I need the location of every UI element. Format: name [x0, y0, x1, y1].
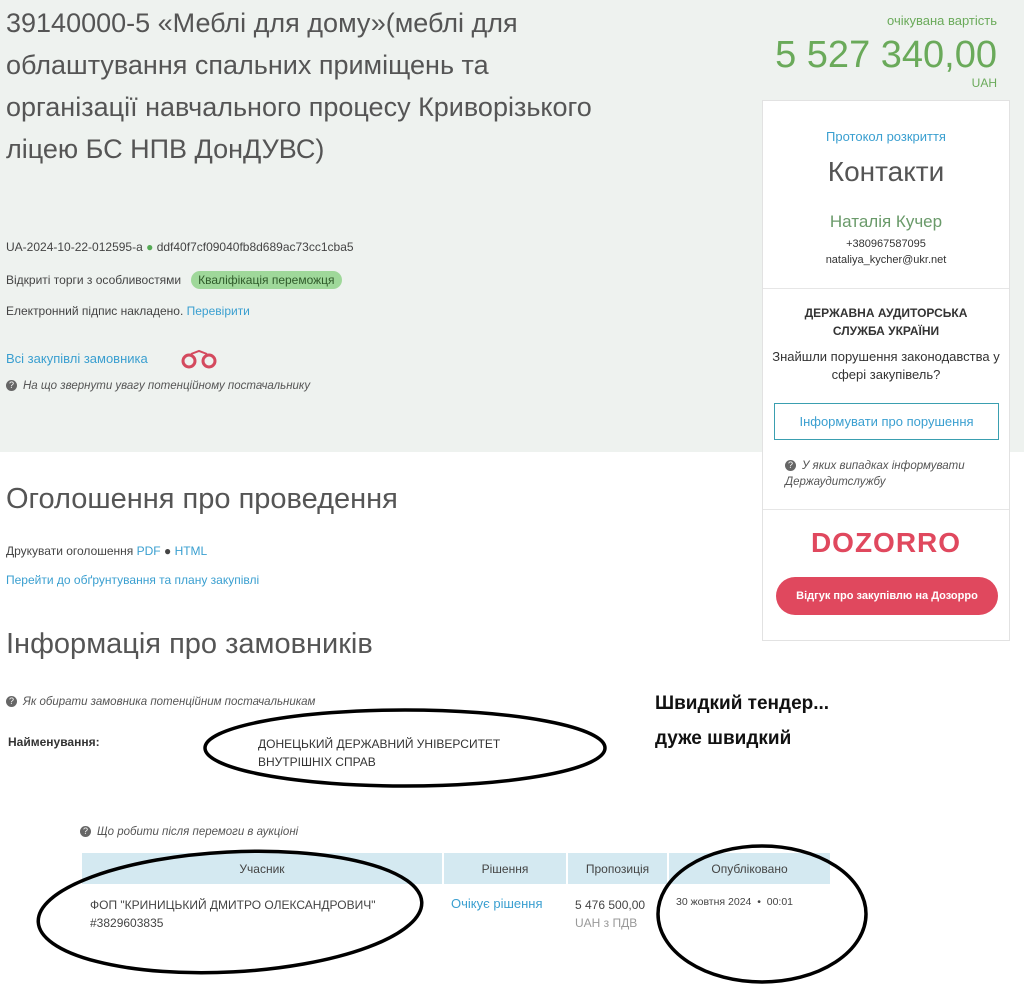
annotation-line-2: дуже швидкий	[655, 728, 792, 749]
announcement-heading: Оголошення про проведення	[6, 483, 398, 515]
participant-name: ФОП "КРИНИЦЬКИЙ ДМИТРО ОЛЕКСАНДРОВИЧ"	[90, 898, 376, 912]
customer-hint[interactable]: ? Як обирати замовника потенційним постач…	[6, 696, 315, 708]
offer-note: UAH з ПДВ	[575, 916, 638, 930]
question-icon: ?	[80, 826, 91, 837]
annotation-line-1: Швидкий тендер...	[655, 693, 830, 714]
tender-title: 39140000-5 «Меблі для дому»(меблі для об…	[6, 8, 592, 164]
question-icon: ?	[6, 696, 17, 707]
question-icon: ?	[6, 380, 17, 391]
signature-line: Електронний підпис накладено. Перевірити	[6, 304, 250, 318]
audit-question: Знайшли порушення законодавства у сфері …	[772, 349, 1000, 382]
status-badge: Кваліфікація переможця	[191, 271, 342, 289]
verify-link[interactable]: Перевірити	[186, 304, 250, 318]
tender-hash: ddf40f7cf09040fb8d689ac73cc1cba5	[156, 240, 354, 254]
contact-phone: +380967587095	[846, 238, 926, 250]
auction-hint[interactable]: ? Що робити після перемоги в аукціоні	[80, 826, 298, 838]
participant-code: #3829603835	[90, 916, 164, 930]
decision-link[interactable]: Очікує рішення	[451, 896, 543, 911]
contacts-title: Контакти	[827, 156, 945, 187]
html-link[interactable]: HTML	[174, 544, 208, 558]
print-line: Друкувати оголошення PDF ● HTML	[6, 544, 208, 558]
sidebar-card: Протокол розкриття Контакти Наталія Куче…	[762, 100, 1010, 641]
customer-name: ДОНЕЦЬКИЙ ДЕРЖАВНИЙ УНІВЕРСИТЕТ ВНУТРІШН…	[258, 737, 501, 769]
customers-heading: Інформація про замовників	[6, 628, 373, 660]
audit-title: ДЕРЖАВНА АУДИТОРСЬКА СЛУЖБА УКРАЇНИ	[804, 306, 968, 338]
audit-hint[interactable]: ? У яких випадках інформувати Держаудитсл…	[785, 460, 965, 488]
question-icon: ?	[785, 460, 796, 471]
bids-table: Учасник Рішення Пропозиція Опубліковано …	[82, 853, 832, 932]
plan-link[interactable]: Перейти до обґрунтування та плану закупі…	[6, 573, 260, 587]
procedure-type: Відкриті торги з особливостями	[6, 273, 182, 287]
contact-name: Наталія Кучер	[829, 212, 943, 231]
contact-email: nataliya_kycher@ukr.net	[825, 254, 947, 266]
table-row: ФОП "КРИНИЦЬКИЙ ДМИТРО ОЛЕКСАНДРОВИЧ" #38…	[90, 896, 794, 930]
tender-id: UA-2024-10-22-012595-a	[6, 240, 143, 254]
all-purchases-link[interactable]: Всі закупівлі замовника	[6, 351, 148, 366]
dozorro-logo: DOZORRO	[810, 527, 962, 558]
col-decision: Рішення	[443, 853, 568, 884]
signature-text: Електронний підпис накладено.	[6, 304, 184, 318]
dozorro-feedback-button[interactable]: Відгук про закупівлю на Дозорро	[776, 577, 998, 615]
procedure-line: Відкриті торги з особливостями Кваліфіка…	[6, 271, 342, 289]
customer-name-label: Найменування:	[8, 735, 100, 749]
binoculars-icon[interactable]	[180, 348, 218, 370]
protocol-link[interactable]: Протокол розкриття	[826, 129, 946, 144]
col-participant: Учасник	[82, 853, 444, 884]
published-date: 30 жовтня 2024	[676, 896, 752, 908]
published-time: 00:01	[766, 896, 794, 908]
supplier-hint[interactable]: ? На що звернути увагу потенційному поста…	[6, 380, 310, 392]
expected-price: 5 527 340,00	[775, 34, 997, 76]
report-violation-button[interactable]: Інформувати про порушення	[774, 403, 999, 440]
tender-id-line: UA-2024-10-22-012595-a ● ddf40f7cf09040f…	[6, 240, 354, 254]
offer-amount: 5 476 500,00	[575, 898, 646, 912]
col-offer: Пропозиція	[567, 853, 669, 884]
price-currency: UAH	[971, 76, 997, 90]
price-label: очікувана вартість	[887, 13, 997, 28]
col-published: Опубліковано	[668, 853, 832, 884]
table-header: Учасник Рішення Пропозиція Опубліковано	[82, 853, 832, 884]
pdf-link[interactable]: PDF	[136, 544, 161, 558]
